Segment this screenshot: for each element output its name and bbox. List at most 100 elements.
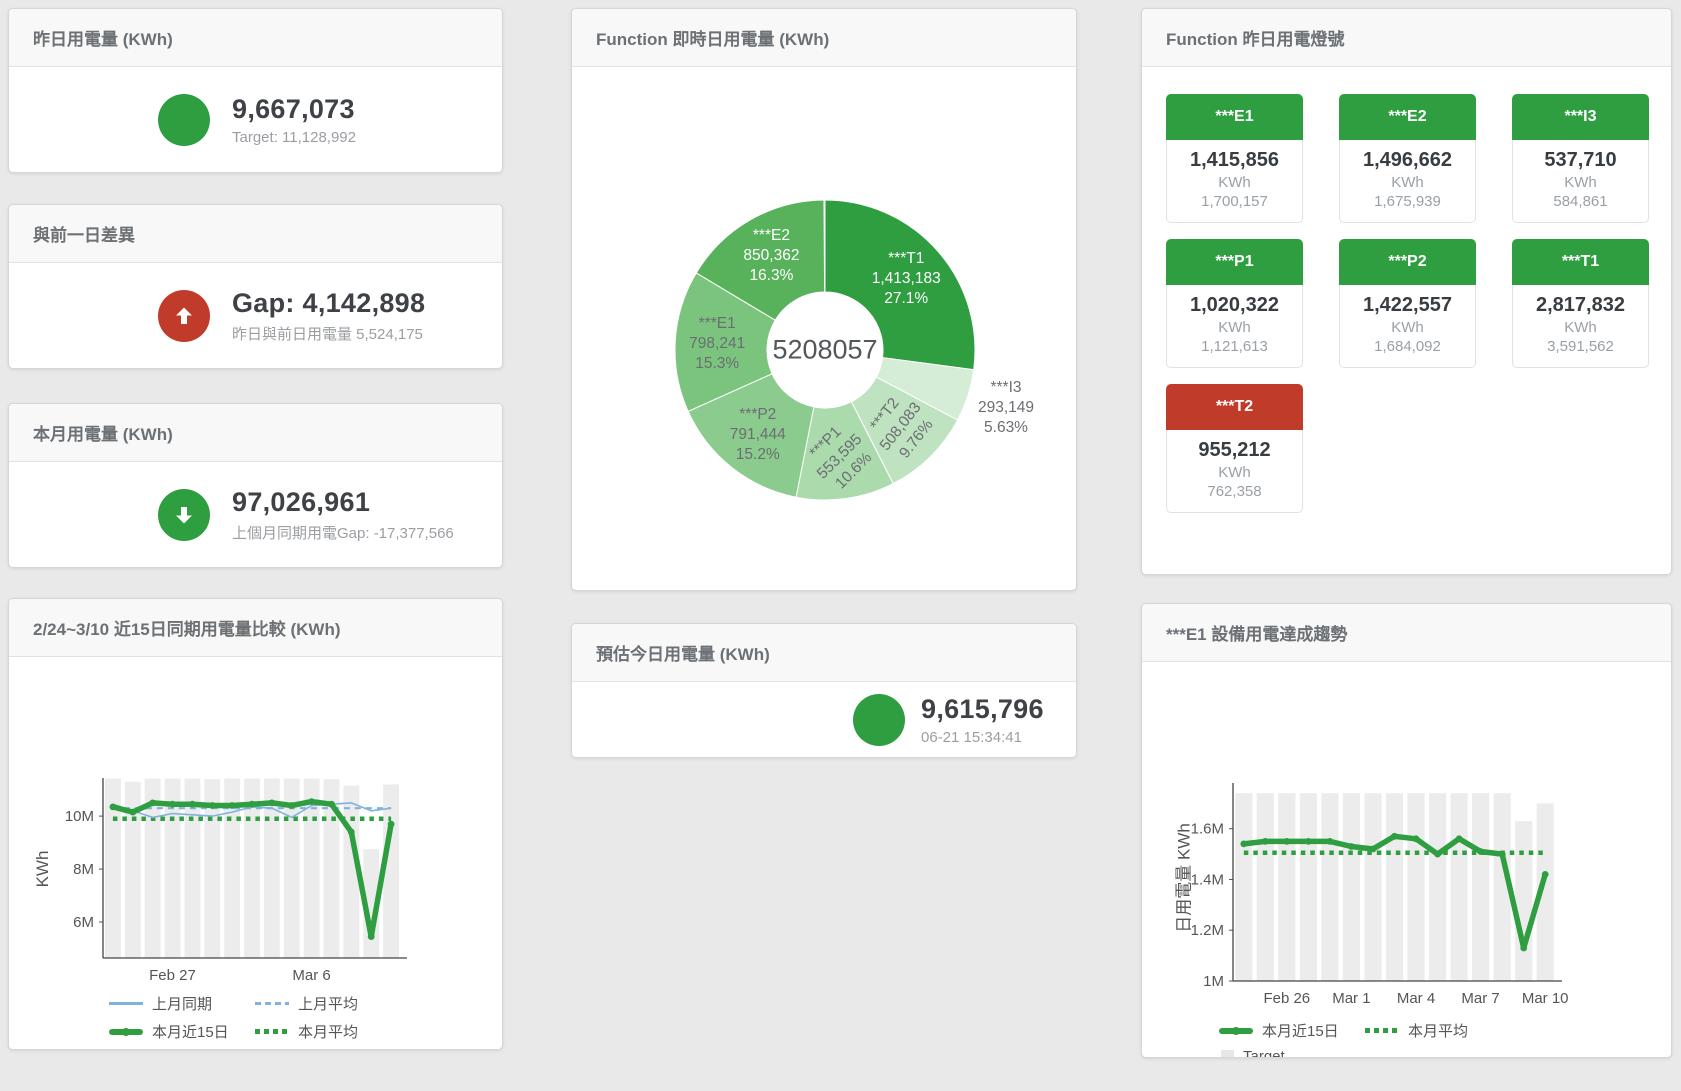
arrow-up-icon xyxy=(158,289,210,342)
svg-text:1.2M: 1.2M xyxy=(1191,922,1224,939)
target-bar xyxy=(204,779,221,958)
tile-body: 2,817,832 KWh 3,591,562 xyxy=(1512,285,1649,368)
card-title: 本月用電量 (KWh) xyxy=(9,404,502,462)
data-point xyxy=(308,798,315,805)
data-point xyxy=(1541,871,1549,878)
target-bar xyxy=(184,778,201,958)
data-point xyxy=(1520,944,1528,952)
tile-status-header: ***E2 xyxy=(1339,94,1476,140)
target-bar xyxy=(283,778,300,958)
legend-label: 上月同期 xyxy=(152,996,213,1013)
card-day-gap: 與前一日差異 Gap: 4,142,898 昨日與前日用電量 5,524,175 xyxy=(8,204,503,369)
kpi-body: 97,026,961 上個月同期用電Gap: -17,377,566 xyxy=(9,462,502,567)
data-point xyxy=(208,802,216,809)
tile-target-value: 1,121,613 xyxy=(1201,338,1268,355)
target-bar xyxy=(383,784,399,958)
svg-text:1.6M: 1.6M xyxy=(1191,821,1224,838)
device-tile-I3: ***I3 537,710 KWh 584,861 xyxy=(1512,94,1649,223)
tile-unit: KWh xyxy=(1218,174,1251,191)
target-bar xyxy=(1515,821,1533,981)
kpi-body: 9,667,073 Target: 11,128,992 xyxy=(9,67,502,172)
data-point xyxy=(248,800,256,808)
donut-slice[interactable] xyxy=(674,272,776,413)
tile-unit: KWh xyxy=(1218,464,1251,481)
card-compare-chart: 2/24~3/10 近15日同期用電量比較 (KWh) KWh 6M 8M 10M F… xyxy=(8,598,503,1050)
target-bar xyxy=(263,778,280,958)
tile-target-value: 1,675,939 xyxy=(1374,193,1441,210)
data-point xyxy=(149,799,157,807)
trend-chart-area: 日用電量 KWh 1M 1.2M 1.4M 1.6M Feb 26 Mar 1 Mar 4 M… xyxy=(1142,662,1671,1057)
tile-status-header: ***T2 xyxy=(1166,384,1303,430)
legend-item: Target xyxy=(1219,1048,1365,1058)
tile-value: 1,020,322 xyxy=(1190,294,1279,316)
data-point xyxy=(1369,845,1377,853)
data-point xyxy=(1434,850,1441,858)
tile-target-value: 584,861 xyxy=(1553,193,1608,210)
target-bar xyxy=(1299,793,1317,981)
legend-label: 本月平均 xyxy=(298,1024,359,1041)
tile-status-header: ***E1 xyxy=(1166,94,1303,140)
legend-item: 本月平均 xyxy=(255,1021,401,1042)
donut-slice-label: ***I3 293,149 5.63% xyxy=(977,378,1035,436)
svg-text:Mar 7: Mar 7 xyxy=(1461,990,1499,1007)
device-tile-P2: ***P2 1,422,557 KWh 1,684,092 xyxy=(1339,239,1476,368)
target-bar xyxy=(1429,793,1447,981)
legend-thick-line-icon xyxy=(1219,1026,1253,1035)
data-point xyxy=(129,808,137,816)
svg-text:6M: 6M xyxy=(73,914,94,931)
target-bar xyxy=(1321,793,1339,981)
legend-item: 本月平均 xyxy=(1365,1020,1511,1041)
card-realtime-donut: Function 即時日用電量 (KWh) ***T1 1,413,183 27.1… xyxy=(571,8,1077,591)
data-point xyxy=(1412,835,1420,843)
donut-slice-label: ***E2 850,362 16.3% xyxy=(743,227,800,285)
legend-label: Target xyxy=(133,1049,175,1050)
donut-slice[interactable] xyxy=(824,199,976,371)
tile-value: 1,415,856 xyxy=(1190,149,1279,171)
kpi-value: Gap: 4,142,898 xyxy=(232,287,426,318)
device-tile-E2: ***E2 1,496,662 KWh 1,675,939 xyxy=(1339,94,1476,223)
tile-target-value: 1,684,092 xyxy=(1374,338,1441,355)
target-bar xyxy=(1364,793,1382,981)
legend-item: 本月近15日 xyxy=(109,1021,255,1042)
data-point xyxy=(189,800,196,808)
data-point xyxy=(347,828,355,836)
tile-unit: KWh xyxy=(1391,319,1424,336)
tile-target-value: 762,358 xyxy=(1207,483,1262,500)
donut-chart: ***T1 1,413,183 27.1% ***I3 293,149 5.63% ***T… xyxy=(572,67,1076,590)
kpi-value: 9,667,073 xyxy=(232,93,355,124)
target-bar xyxy=(1407,793,1425,981)
legend-label: 本月平均 xyxy=(1408,1023,1469,1040)
target-bar xyxy=(323,779,340,958)
legend-thick-line-icon xyxy=(109,1027,143,1036)
device-tile-T1: ***T1 2,817,832 KWh 3,591,562 xyxy=(1512,239,1649,368)
legend-item: 上月同期 xyxy=(109,993,255,1014)
device-tile-T2: ***T2 955,212 KWh 762,358 xyxy=(1166,384,1303,513)
tile-status-header: ***P2 xyxy=(1339,239,1476,285)
donut-slice[interactable] xyxy=(687,373,815,498)
tile-body: 955,212 KWh 762,358 xyxy=(1166,430,1303,513)
card-title: 2/24~3/10 近15日同期用電量比較 (KWh) xyxy=(9,599,502,657)
status-circle-icon xyxy=(853,693,905,746)
tile-body: 1,496,662 KWh 1,675,939 xyxy=(1339,140,1476,223)
tile-body: 1,020,322 KWh 1,121,613 xyxy=(1166,285,1303,368)
tile-value: 1,496,662 xyxy=(1363,149,1452,171)
target-bar xyxy=(144,778,161,958)
donut-slice[interactable] xyxy=(695,199,826,321)
svg-text:10M: 10M xyxy=(65,808,94,825)
legend-label: 上月平均 xyxy=(298,996,359,1013)
legend-dashed-line-icon xyxy=(255,1002,289,1005)
card-e1-trend-chart: ***E1 設備用電達成趨勢 日用電量 KWh 1M 1.2M 1.4M 1.6M Fe… xyxy=(1141,603,1672,1058)
card-today-estimate: 預估今日用電量 (KWh) 9,615,796 06-21 15:34:41 xyxy=(571,623,1077,758)
tile-target-value: 3,591,562 xyxy=(1547,338,1614,355)
target-bar xyxy=(124,781,141,958)
data-point xyxy=(1477,848,1484,855)
target-bar xyxy=(1385,793,1404,981)
legend-label: Target xyxy=(1243,1048,1285,1058)
data-point xyxy=(109,803,117,811)
card-title: 與前一日差異 xyxy=(9,205,502,263)
compare-chart-area: KWh 6M 8M 10M Feb 27 Mar 6 上月同期 上月平均 本月近15日 本月平… xyxy=(9,657,502,1049)
card-title: 昨日用電量 (KWh) xyxy=(9,9,502,67)
donut-center-total: 5208057 xyxy=(772,334,878,365)
tile-value: 1,422,557 xyxy=(1363,294,1452,316)
